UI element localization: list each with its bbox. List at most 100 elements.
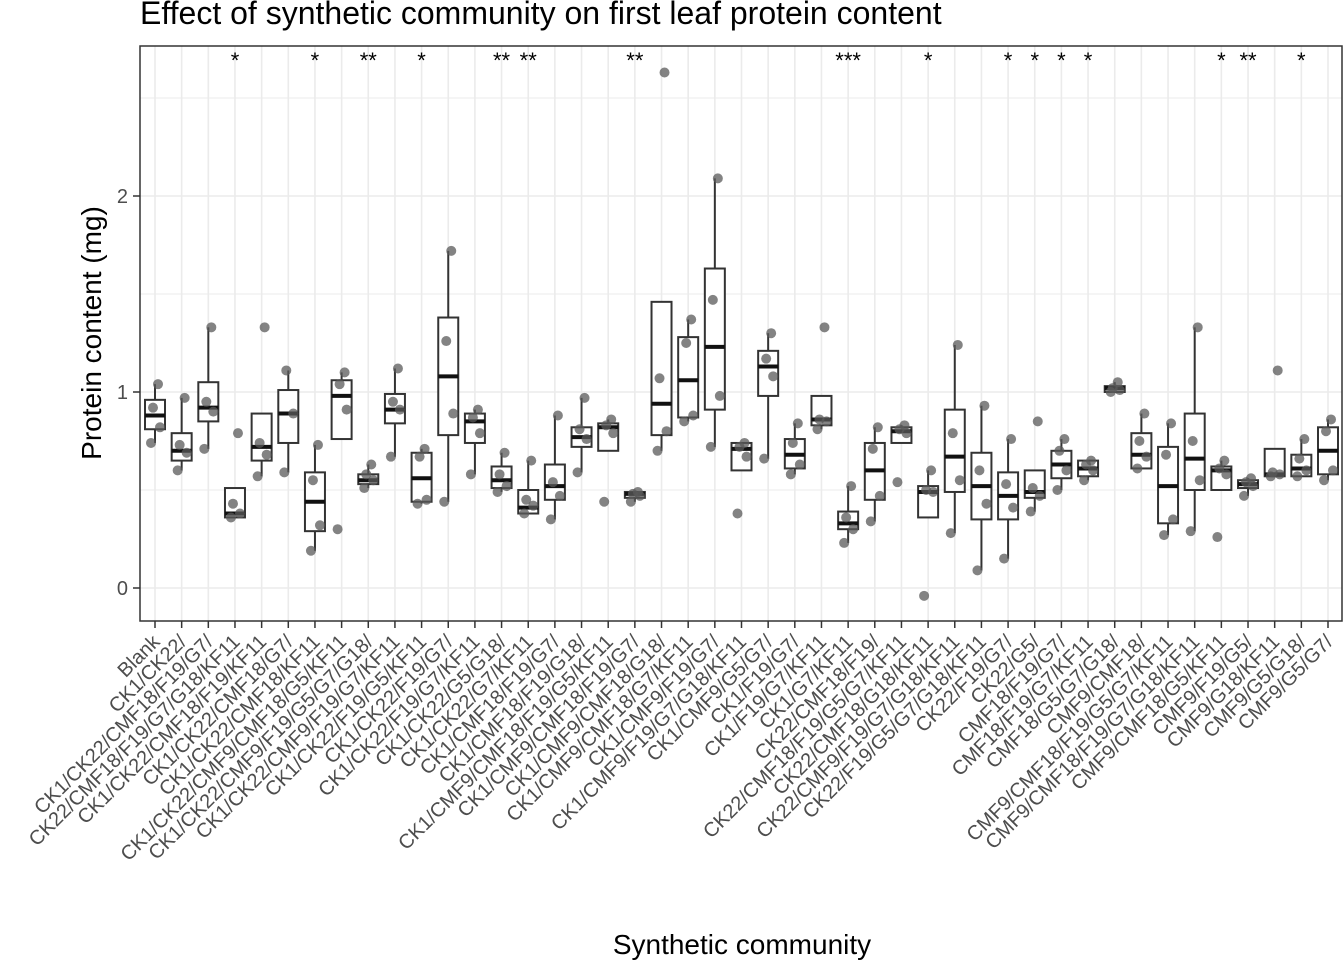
data-point — [1221, 469, 1232, 480]
data-point — [252, 471, 263, 482]
data-point — [547, 477, 558, 488]
significance-label: ** — [1239, 48, 1257, 73]
data-point — [1086, 455, 1097, 466]
box — [1183, 412, 1206, 491]
data-point — [652, 445, 663, 456]
data-point — [153, 379, 163, 390]
data-point — [1008, 502, 1019, 513]
data-point — [1246, 473, 1257, 484]
data-point — [499, 447, 510, 458]
data-point — [712, 173, 723, 184]
data-point — [1027, 483, 1038, 494]
data-point — [279, 467, 290, 478]
significance-label: * — [1057, 48, 1066, 73]
data-point — [225, 512, 236, 523]
data-point — [1321, 426, 1331, 437]
significance-label: * — [1084, 48, 1093, 73]
data-point — [1328, 465, 1338, 476]
data-point — [439, 496, 450, 507]
data-point — [361, 469, 372, 480]
data-point — [254, 437, 265, 448]
data-point — [841, 512, 852, 523]
significance-label: * — [1004, 48, 1013, 73]
data-point — [681, 338, 692, 348]
data-point — [1326, 414, 1336, 425]
data-point — [1001, 479, 1012, 490]
data-point — [574, 424, 585, 435]
significance-label: * — [1030, 48, 1039, 73]
data-point — [1112, 377, 1123, 388]
data-point — [227, 498, 238, 509]
data-point — [394, 404, 405, 415]
data-point — [739, 437, 750, 448]
data-point — [501, 481, 512, 492]
significance-label: * — [1217, 48, 1226, 73]
significance-label: * — [311, 48, 320, 73]
data-point — [334, 379, 345, 390]
data-point — [707, 294, 718, 305]
significance-label: ** — [520, 48, 538, 73]
data-point — [1052, 485, 1063, 495]
data-point — [392, 363, 403, 374]
data-point — [446, 245, 457, 256]
data-point — [625, 496, 636, 507]
data-point — [768, 371, 779, 382]
data-point — [155, 422, 165, 433]
data-point — [661, 426, 672, 437]
data-point — [387, 396, 398, 407]
data-point — [1032, 416, 1043, 427]
data-point — [846, 481, 857, 492]
data-point — [1134, 436, 1145, 446]
data-point — [332, 524, 343, 535]
data-point — [307, 475, 318, 486]
data-point — [732, 508, 743, 519]
data-point — [892, 477, 903, 488]
data-point — [148, 402, 158, 413]
data-point — [1319, 475, 1329, 486]
data-point — [761, 353, 772, 364]
data-point — [759, 453, 770, 464]
significance-label: * — [417, 48, 426, 73]
data-point — [1079, 475, 1090, 486]
data-point — [1267, 467, 1278, 478]
chart-title: Effect of synthetic community on first l… — [140, 0, 942, 31]
data-point — [787, 437, 798, 448]
data-point — [1166, 418, 1177, 429]
significance-label: * — [924, 48, 933, 73]
data-point — [1212, 532, 1223, 543]
data-point — [181, 447, 192, 458]
data-point — [1006, 434, 1017, 445]
data-point — [599, 496, 610, 507]
data-point — [414, 451, 425, 462]
data-point — [552, 410, 563, 421]
significance-label: * — [231, 48, 240, 73]
data-point — [579, 392, 590, 403]
data-point — [206, 322, 217, 333]
data-point — [174, 439, 185, 450]
data-point — [954, 475, 965, 486]
data-point — [521, 494, 532, 505]
data-point — [368, 475, 379, 486]
data-point — [874, 490, 885, 501]
box — [703, 267, 726, 411]
data-point — [281, 365, 292, 376]
data-point — [1299, 434, 1310, 445]
data-point — [494, 469, 505, 480]
data-point — [232, 428, 243, 439]
data-point — [199, 443, 210, 454]
data-point — [366, 459, 377, 470]
data-point — [312, 439, 323, 450]
data-point — [385, 451, 396, 462]
data-point — [1141, 451, 1152, 462]
data-point — [872, 422, 883, 433]
data-point — [1214, 463, 1225, 474]
data-point — [974, 465, 985, 476]
data-point — [179, 392, 190, 403]
data-point — [1025, 506, 1036, 517]
data-point — [234, 508, 245, 519]
data-point — [314, 520, 325, 531]
data-point — [947, 428, 958, 439]
data-point — [1301, 465, 1312, 476]
data-point — [919, 590, 930, 601]
data-point — [526, 455, 537, 466]
